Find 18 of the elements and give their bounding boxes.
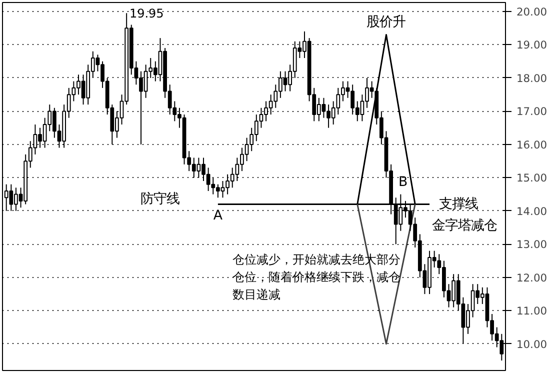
y-tick-label: 18.00 [516,72,548,85]
y-tick-label: 14.00 [516,204,548,218]
y-tick-label: 15.00 [516,172,548,185]
annotation: 防守线 [140,192,180,207]
y-tick-label: 17.00 [516,105,548,118]
y-tick-label: 13.00 [516,238,548,252]
annotation: 支撑线 [439,196,478,212]
annotation: 股价升 [366,14,406,30]
y-tick-label: 19.00 [516,38,548,52]
annotation: B [398,175,408,190]
y-tick-label: 12.00 [516,271,548,284]
annotation: 金字塔减仓 [432,217,497,234]
y-tick-label: 20.00 [516,5,548,18]
y-tick-label: 16.00 [516,138,548,152]
y-tick-label: 10.00 [516,338,548,351]
y-tick-label: 11.00 [516,304,548,318]
annotation: A [213,208,222,224]
annotation: 19.95 [129,6,164,21]
